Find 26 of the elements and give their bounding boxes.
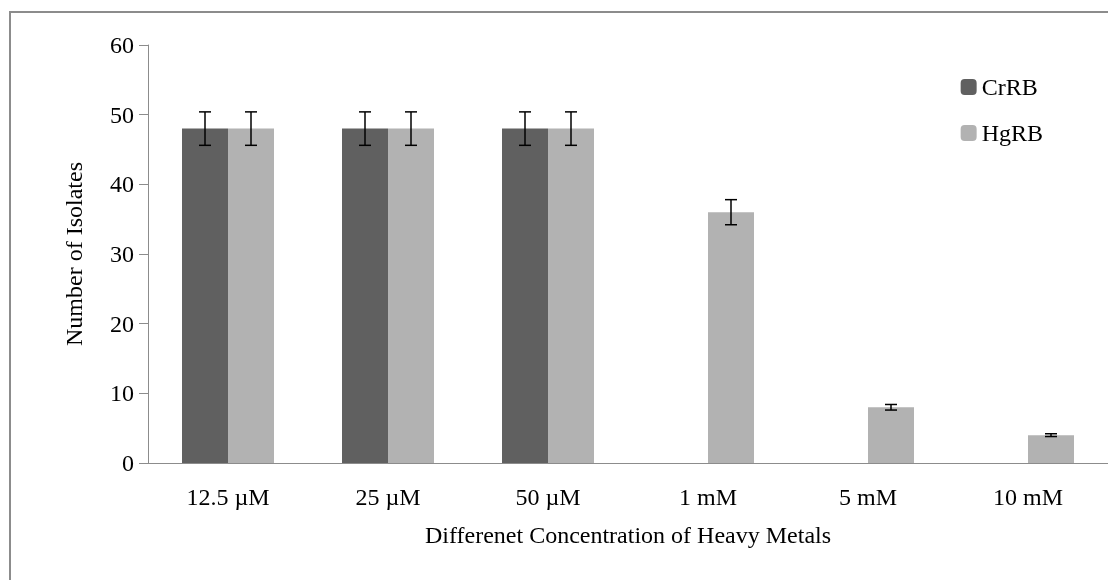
bar xyxy=(548,128,594,463)
x-tick-label: 5 mM xyxy=(838,484,898,510)
bar xyxy=(182,128,228,463)
y-tick-label: 20 xyxy=(110,310,134,337)
x-tick-label: 25 µM xyxy=(355,484,421,510)
x-tick-label: 12.5 µM xyxy=(186,484,270,510)
y-tick-label: 40 xyxy=(110,171,134,198)
bar xyxy=(502,128,548,463)
x-tick-label: 50 µM xyxy=(515,484,581,510)
y-tick-label: 30 xyxy=(110,241,134,267)
x-axis-title: Differenet Concentration of Heavy Metals xyxy=(424,522,832,548)
legend-label: CrRB xyxy=(981,74,1038,100)
y-tick-label: 50 xyxy=(110,101,134,128)
y-tick-label: 60 xyxy=(110,32,134,58)
bar xyxy=(388,128,434,463)
x-tick-label: 10 mM xyxy=(992,484,1064,510)
y-tick-label: 0 xyxy=(122,450,134,476)
bar xyxy=(1028,435,1074,463)
y-axis-title: Number of Isolates xyxy=(61,162,87,346)
bar xyxy=(228,128,274,463)
legend-label: HgRB xyxy=(981,120,1044,146)
bar xyxy=(342,128,388,463)
bar xyxy=(868,407,914,463)
y-tick-label: 10 xyxy=(110,380,134,407)
bar xyxy=(708,212,754,463)
x-tick-label: 1 mM xyxy=(678,484,738,510)
